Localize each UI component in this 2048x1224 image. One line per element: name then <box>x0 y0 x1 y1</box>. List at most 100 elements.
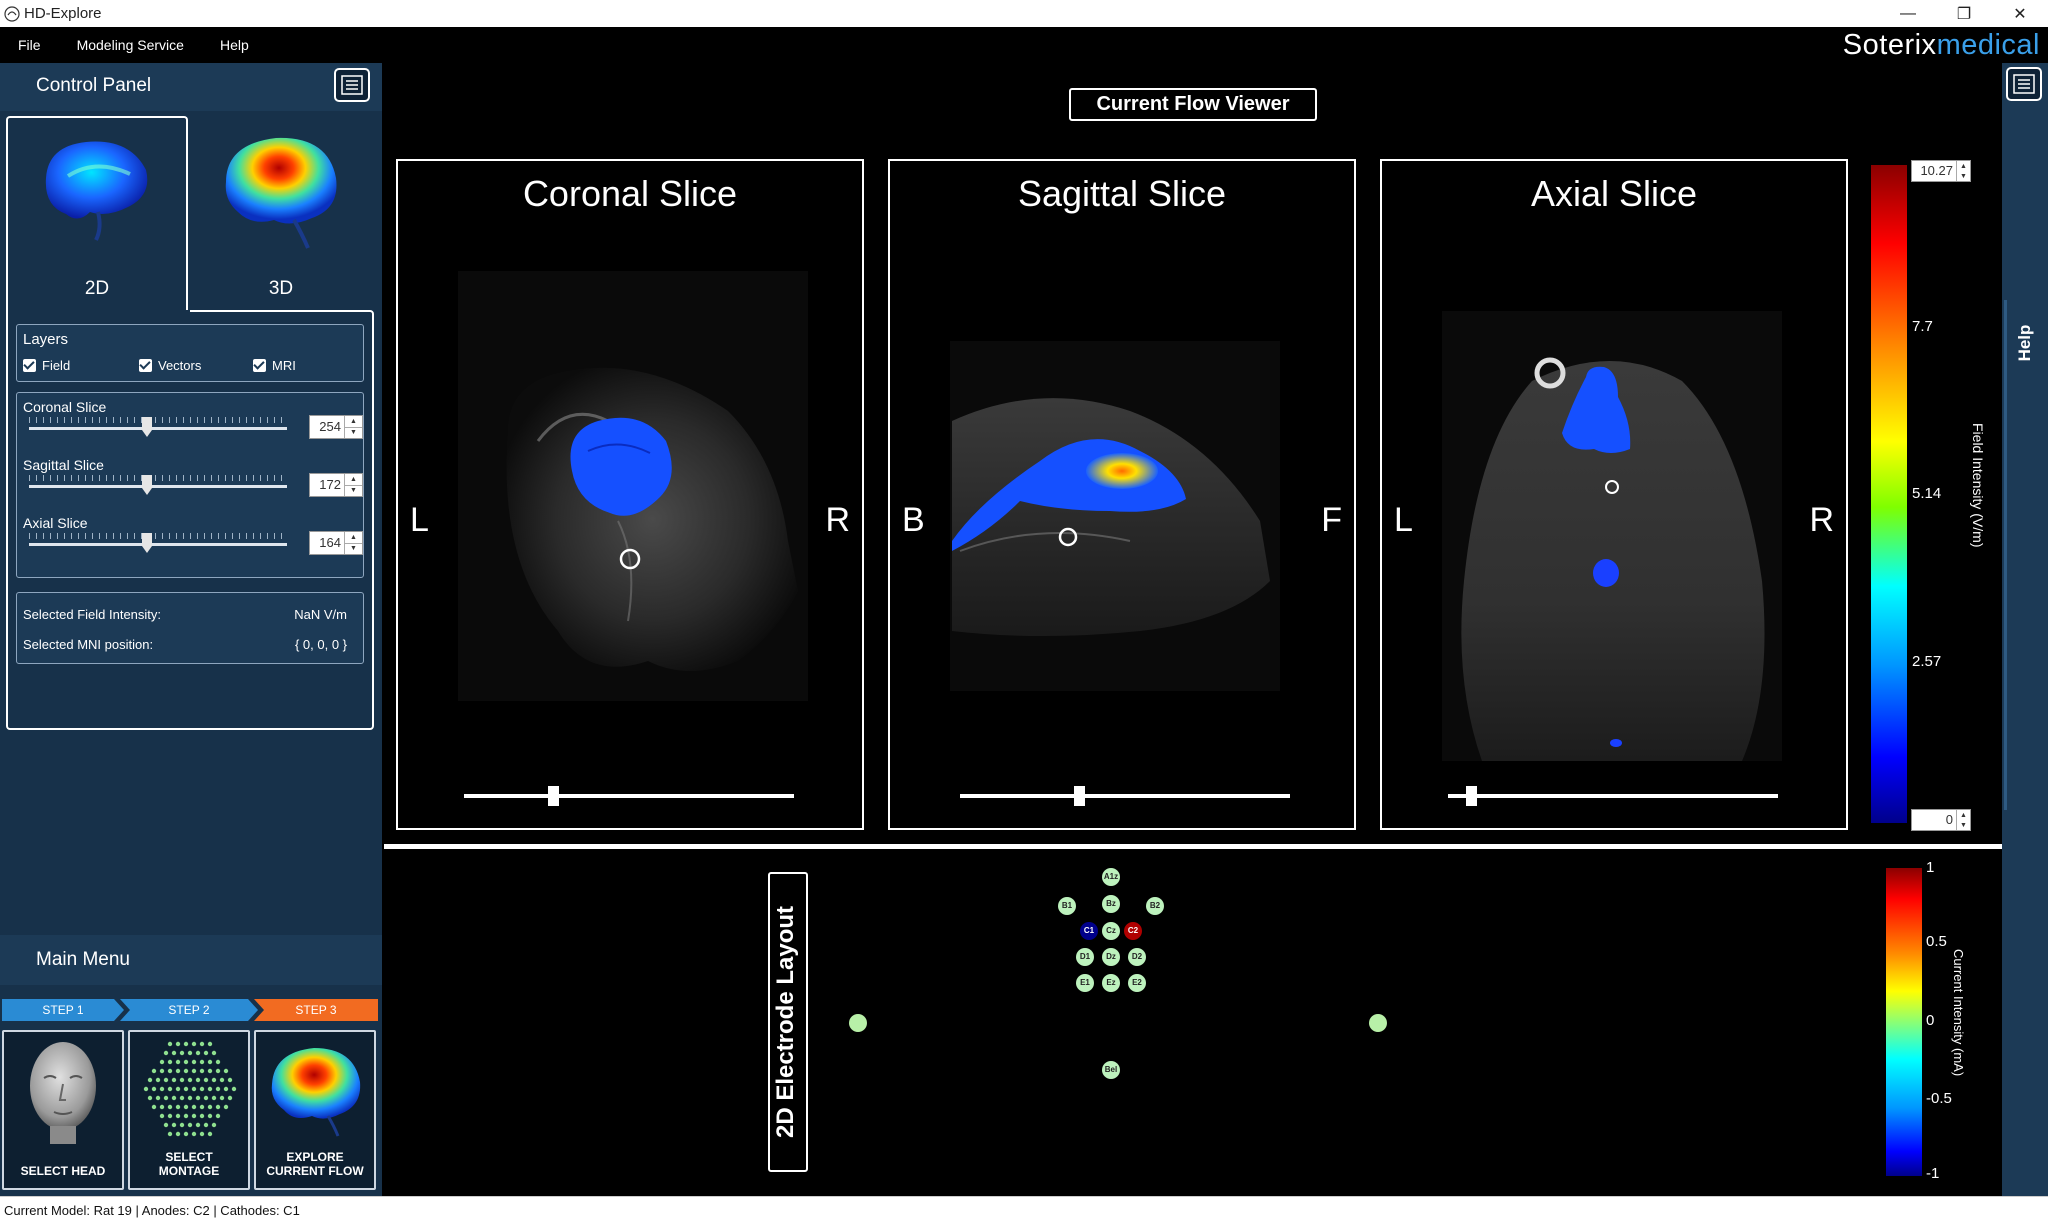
reference-electrode-right[interactable] <box>1369 1014 1387 1032</box>
sagittal-slice-scrubber-thumb[interactable] <box>1073 786 1085 806</box>
spin-down-icon[interactable]: ▼ <box>350 487 357 495</box>
selected-intensity-value: NaN V/m <box>294 607 347 622</box>
electrode-a1z[interactable]: A1z <box>1102 868 1120 886</box>
brand-part2: medical <box>1936 28 2040 61</box>
help-tab-label: Help <box>2015 324 2034 362</box>
layer-mri-label: MRI <box>272 358 296 373</box>
selected-mni-value: { 0, 0, 0 } <box>294 637 347 652</box>
tab-3d[interactable]: 3D <box>190 116 372 312</box>
select-montage-button[interactable]: SELECT MONTAGE <box>128 1030 250 1190</box>
status-bar: Current Model: Rat 19 | Anodes: C2 | Cat… <box>0 1196 2048 1224</box>
coronal-slice-spinbox[interactable]: 254 ▲ ▼ <box>309 415 363 439</box>
axial-slice-thumb[interactable] <box>142 533 152 553</box>
electrode-b1[interactable]: B1 <box>1058 897 1076 915</box>
selected-mni-row: Selected MNI position: { 0, 0, 0 } <box>23 637 355 652</box>
coronal-slice-scrubber[interactable] <box>464 794 794 798</box>
spin-down-icon[interactable]: ▼ <box>350 429 357 437</box>
coronal-slice-slider[interactable] <box>29 427 287 430</box>
layer-mri-checkbox[interactable]: MRI <box>253 358 296 373</box>
spin-up-icon[interactable]: ▲ <box>345 532 362 544</box>
spin-down-icon[interactable]: ▼ <box>350 545 357 553</box>
sagittal-slice-slider[interactable] <box>29 485 287 488</box>
sagittal-slice-thumb[interactable] <box>142 475 152 495</box>
sagittal-left-direction: B <box>902 501 925 539</box>
minimize-button[interactable]: — <box>1900 4 1916 22</box>
spin-up-icon[interactable]: ▲ <box>345 416 362 428</box>
electrode-d1[interactable]: D1 <box>1076 948 1094 966</box>
coronal-slice-thumb[interactable] <box>142 417 152 437</box>
electrode-dz[interactable]: Dz <box>1102 948 1120 966</box>
sagittal-slice-row: Sagittal Slice 172 ▲ ▼ <box>17 451 363 509</box>
current-flow-viewer: Current Flow Viewer Coronal <box>386 63 2002 844</box>
control-panel-menu-button[interactable] <box>334 68 370 102</box>
coronal-right-direction: R <box>825 501 850 539</box>
restore-button[interactable]: ❐ <box>1956 5 1972 23</box>
electrode-d2[interactable]: D2 <box>1128 948 1146 966</box>
current-colorbar-tick: 1 <box>1926 859 1935 876</box>
axial-slice-slider[interactable] <box>29 543 287 546</box>
brain-2d-icon <box>45 141 148 241</box>
electrode-b2[interactable]: B2 <box>1146 897 1164 915</box>
explore-current-flow-button[interactable]: EXPLORE CURRENT FLOW <box>254 1030 376 1190</box>
spin-up-icon[interactable]: ▲ <box>345 474 362 486</box>
viewer-menu-button[interactable] <box>2006 67 2042 101</box>
sagittal-slice-value[interactable]: 172 <box>319 477 341 492</box>
right-help-strip: Help <box>2002 63 2048 1196</box>
coronal-slice-title: Coronal Slice <box>522 173 738 214</box>
colorbar-min-value[interactable]: 0 <box>1945 812 1953 827</box>
sagittal-mri-image[interactable] <box>890 161 1354 828</box>
colorbar-max-spinbox[interactable]: 10.27 ▲ ▼ <box>1911 160 1971 182</box>
layer-field-label: Field <box>42 358 71 373</box>
electrode-ez[interactable]: Ez <box>1102 974 1120 992</box>
close-button[interactable]: ✕ <box>2013 5 2027 23</box>
menu-help[interactable]: Help <box>219 37 249 53</box>
menu-file[interactable]: File <box>18 37 41 53</box>
select-head-button[interactable]: SELECT HEAD <box>2 1030 124 1190</box>
electrode-c1[interactable]: C1 <box>1080 922 1098 940</box>
axial-mri-image[interactable] <box>1382 161 1846 828</box>
electrode-cz[interactable]: Cz <box>1102 922 1120 940</box>
app-logo-icon <box>4 5 20 22</box>
coronal-mri-image[interactable] <box>398 161 862 828</box>
axial-slice-spinbox[interactable]: 164 ▲ ▼ <box>309 531 363 555</box>
step-2[interactable]: STEP 2 <box>120 999 258 1021</box>
spin-down-icon[interactable]: ▼ <box>1960 172 1967 180</box>
coronal-slice-value[interactable]: 254 <box>319 419 341 434</box>
menu-modeling-service[interactable]: Modeling Service <box>76 37 184 53</box>
electrode-e1[interactable]: E1 <box>1076 974 1094 992</box>
axial-right-direction: R <box>1809 501 1834 539</box>
colorbar-max-value[interactable]: 10.27 <box>1920 163 1953 178</box>
axial-slice-value[interactable]: 164 <box>319 535 341 550</box>
tab-2d-label: 2D <box>84 278 110 299</box>
brain-current-icon <box>271 1048 361 1137</box>
title-bar: HD-Explore — ❐ ✕ <box>0 0 2048 27</box>
menu-bar: File Modeling Service Help <box>0 27 2048 63</box>
colorbar-tick: 5.14 <box>1912 485 1942 502</box>
checkbox-checked-icon <box>139 359 152 372</box>
tab-2d[interactable]: 2D <box>6 116 188 312</box>
step-3[interactable]: STEP 3 <box>254 999 378 1021</box>
spin-down-icon[interactable]: ▼ <box>1960 821 1967 829</box>
electrode-e2[interactable]: E2 <box>1128 974 1146 992</box>
electrode-bel[interactable]: Bel <box>1102 1061 1120 1079</box>
coronal-slice-scrubber-thumb[interactable] <box>548 786 560 806</box>
layer-field-checkbox[interactable]: Field <box>23 358 70 373</box>
spin-up-icon[interactable]: ▲ <box>1960 811 1967 819</box>
current-intensity-colorbar <box>1886 868 1922 1176</box>
help-tab[interactable]: Help <box>2008 303 2042 383</box>
axial-slice-scrubber[interactable] <box>1448 794 1778 798</box>
sagittal-slice-spinbox[interactable]: 172 ▲ ▼ <box>309 473 363 497</box>
axial-slice-scrubber-thumb[interactable] <box>1466 786 1478 806</box>
tab-3d-label: 3D <box>268 278 294 299</box>
sagittal-slice-title: Sagittal Slice <box>1017 173 1227 214</box>
colorbar-min-spinbox[interactable]: 0 ▲ ▼ <box>1911 809 1971 831</box>
layer-vectors-checkbox[interactable]: Vectors <box>139 358 201 373</box>
step-1[interactable]: STEP 1 <box>2 999 124 1021</box>
sagittal-slice-scrubber[interactable] <box>960 794 1290 798</box>
selection-info-group: Selected Field Intensity: NaN V/m Select… <box>16 592 364 664</box>
main-menu-title: Main Menu <box>36 949 130 970</box>
electrode-bz[interactable]: Bz <box>1102 895 1120 913</box>
electrode-c2[interactable]: C2 <box>1124 922 1142 940</box>
reference-electrode-left[interactable] <box>849 1014 867 1032</box>
spin-up-icon[interactable]: ▲ <box>1960 162 1967 170</box>
